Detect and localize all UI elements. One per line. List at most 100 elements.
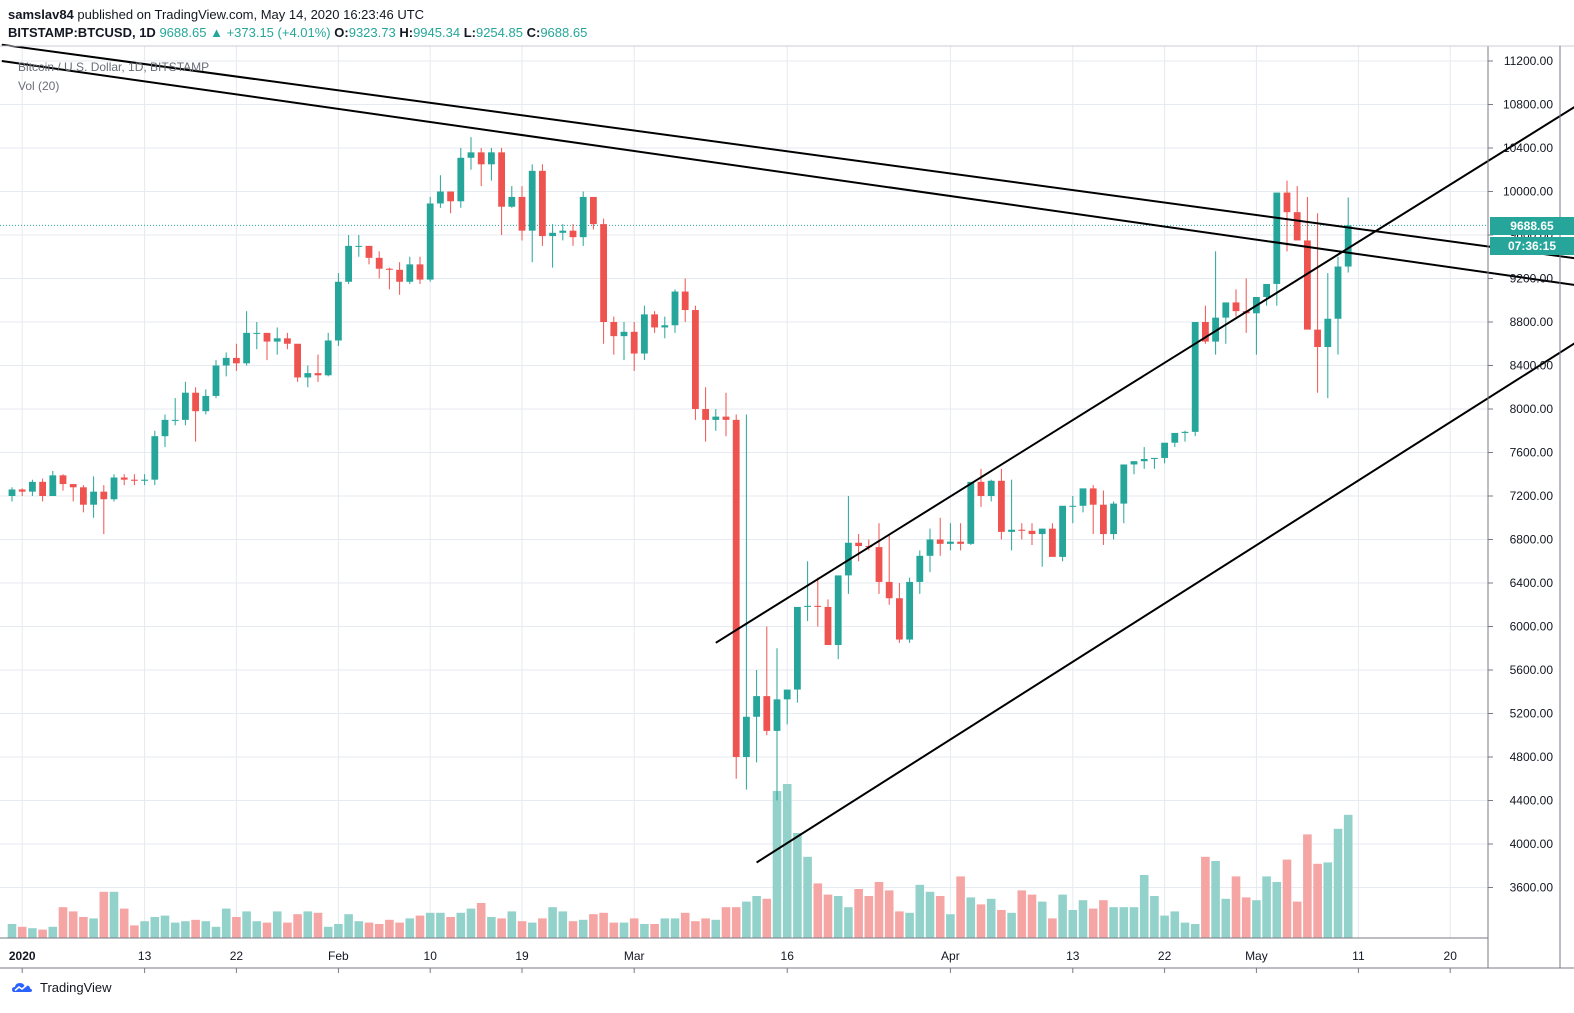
volume-bar [456,912,466,938]
volume-bar [385,919,394,938]
volume-bar [640,924,649,938]
volume-legend[interactable]: Vol (20) [18,79,60,93]
last-price-tag: 9688.65 [1490,217,1574,235]
volume-bar [660,918,670,938]
candle [273,327,281,355]
candle [437,175,444,208]
volume-bar [1333,828,1343,938]
trendline [1,43,1574,260]
candle-body [641,314,648,354]
candle [1059,505,1066,562]
candle-body [355,245,363,247]
candle-body [804,605,811,607]
candle [916,550,924,594]
volume-bar [38,929,47,938]
candle [783,689,791,725]
candle-body [1059,505,1066,557]
candle-body [365,245,373,258]
candle-body [590,196,597,225]
x-tick-label: Mar [624,949,645,963]
volume-bar [772,791,782,938]
candle [1283,180,1291,252]
symbol-label[interactable]: BITSTAMP:BTCUSD, 1D [8,25,156,40]
candle [957,523,964,551]
y-tick-label: 10800.00 [1503,98,1553,112]
volume-bar [1211,861,1220,938]
volume-bar [905,912,914,938]
candle-body [467,152,475,158]
volume-bar [609,922,619,938]
volume-bar [476,903,486,938]
volume-bar [823,894,833,938]
x-tick-label: Apr [941,949,960,963]
last-price: 9688.65 [159,25,207,40]
candle-body [722,416,730,420]
volume-bar [1058,894,1067,938]
candle [1140,447,1148,469]
candle-body [549,232,556,237]
candle-body [579,196,587,238]
volume-bar [323,926,333,938]
candle [875,523,883,594]
candle-body [977,481,985,496]
candle [1049,523,1056,557]
volume-bar [119,908,129,938]
candle [447,191,454,214]
candle-body [620,331,628,337]
candle [885,534,893,605]
candle [896,583,903,643]
volume-bar [1282,859,1292,938]
candle-body [488,152,495,165]
candle [324,332,332,377]
candle-body [1079,488,1087,506]
volume-bar [1231,876,1241,938]
close-label: C: [526,25,541,40]
x-tick-label: Feb [328,949,349,963]
candle [1232,289,1240,317]
candle [1079,488,1087,513]
volume-bar [405,918,415,938]
volume-bar [864,896,874,938]
candle-body [916,555,924,582]
volume-bar [946,914,955,938]
volume-bar [283,922,292,938]
candle [284,332,291,350]
volume-bar [221,908,231,938]
volume-bar [344,914,353,938]
candle-body [1324,318,1332,348]
candle [1038,528,1046,567]
candle-body [1344,225,1352,267]
candle-body [202,395,210,412]
candle-body [171,419,179,421]
candle-body [253,332,261,334]
candle-body [151,436,159,480]
high-label: H: [399,25,414,40]
volume-bar [925,891,935,938]
volume-bar [1099,900,1108,938]
candle-body [18,489,26,492]
candle [1161,442,1168,464]
volume-bar [711,919,721,938]
candle-body [508,196,516,207]
candle-body [1008,529,1015,532]
candle-body [39,481,46,496]
candle-body [814,605,822,607]
candle [18,488,26,496]
x-tick-label: 11 [1352,949,1365,963]
volume-bar [68,911,78,938]
y-tick-label: 7600.00 [1510,446,1554,460]
publisher-name[interactable]: samslav84 [8,7,74,22]
candle-body [100,491,108,500]
x-tick-label: 22 [230,949,244,963]
x-tick-label: 2020 [9,949,36,963]
volume-bar [1190,924,1200,938]
series-legend[interactable]: Bitcoin / U.S. Dollar, 1D, BITSTAMP [18,60,210,74]
trendlines [1,43,1574,864]
candle-body [702,409,709,420]
volume-bar [1170,911,1180,938]
volume-bar [742,901,751,938]
candle [1018,523,1026,540]
tradingview-footer[interactable]: TradingView [10,979,112,995]
candle-body [773,699,781,731]
